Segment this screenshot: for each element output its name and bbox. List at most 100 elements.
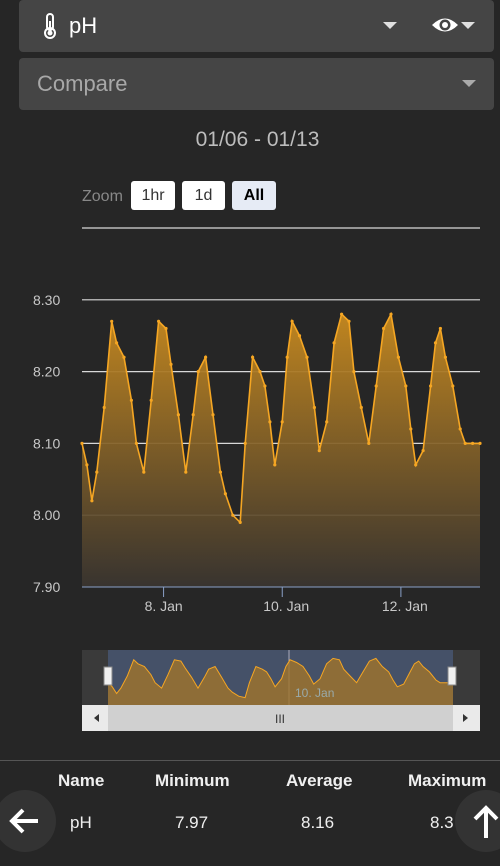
data-point bbox=[115, 341, 119, 345]
data-point bbox=[164, 326, 168, 331]
data-point bbox=[204, 355, 208, 359]
data-point bbox=[359, 405, 363, 410]
stats-header-minimum: Minimum bbox=[155, 771, 230, 790]
data-point bbox=[317, 449, 321, 453]
data-point bbox=[429, 384, 433, 388]
data-point bbox=[409, 427, 413, 431]
data-point bbox=[340, 312, 344, 316]
navigator-scrollbar-thumb[interactable] bbox=[108, 705, 453, 731]
zoom-1hr-button[interactable]: 1hr bbox=[131, 181, 175, 210]
data-point bbox=[85, 463, 89, 467]
date-range: 01/06 - 01/13 bbox=[195, 128, 320, 151]
x-tick-label: 12. Jan bbox=[382, 598, 428, 614]
arrow-up-icon bbox=[473, 805, 499, 838]
data-point bbox=[231, 513, 235, 517]
parameter-select-value: pH bbox=[69, 13, 98, 38]
data-point bbox=[332, 341, 336, 345]
data-point bbox=[396, 355, 400, 359]
stats-name: pH bbox=[70, 813, 92, 832]
y-tick-label: 7.90 bbox=[33, 579, 60, 595]
x-tick-label: 8. Jan bbox=[145, 598, 183, 614]
data-point bbox=[218, 470, 222, 474]
y-tick-label: 8.20 bbox=[33, 364, 60, 380]
navigator-area bbox=[108, 658, 453, 705]
parameter-select[interactable]: pH bbox=[19, 0, 494, 52]
eye-icon[interactable] bbox=[431, 14, 459, 41]
chart-series-line bbox=[81, 311, 480, 525]
y-tick-label: 8.00 bbox=[33, 507, 60, 523]
chevron-down-icon[interactable] bbox=[383, 22, 397, 29]
data-point bbox=[414, 463, 418, 467]
stats-maximum: 8.3 bbox=[430, 813, 454, 832]
data-point bbox=[374, 384, 378, 388]
navigator-right-handle[interactable] bbox=[447, 666, 457, 686]
data-point bbox=[458, 427, 462, 431]
stats-divider bbox=[0, 760, 500, 761]
stats-average: 8.16 bbox=[301, 813, 335, 832]
data-point bbox=[258, 370, 262, 374]
data-point bbox=[389, 312, 393, 316]
data-point bbox=[134, 441, 138, 445]
stats-minimum: 7.97 bbox=[175, 813, 209, 832]
y-tick-label: 8.10 bbox=[33, 435, 60, 451]
data-point bbox=[90, 499, 94, 503]
data-point bbox=[478, 441, 482, 445]
compare-select-placeholder: Compare bbox=[37, 71, 128, 96]
navigator-left-handle[interactable] bbox=[103, 666, 113, 686]
x-tick-label: 10. Jan bbox=[263, 598, 309, 614]
data-point bbox=[305, 355, 309, 359]
y-tick-label: 8.30 bbox=[33, 292, 60, 308]
data-point bbox=[268, 420, 272, 424]
data-point bbox=[184, 470, 188, 474]
stats-header-maximum: Maximum bbox=[408, 771, 487, 790]
data-point bbox=[211, 413, 215, 417]
data-point bbox=[95, 470, 99, 474]
data-point bbox=[142, 470, 146, 474]
visibility-chevron-down-icon[interactable] bbox=[461, 22, 475, 29]
data-point bbox=[122, 355, 126, 359]
data-point bbox=[110, 319, 114, 323]
back-button[interactable] bbox=[0, 790, 56, 852]
data-point bbox=[382, 326, 386, 331]
scrollbar-grip: III bbox=[275, 712, 285, 726]
thermometer-icon bbox=[43, 13, 57, 44]
stats-header-average: Average bbox=[286, 771, 353, 790]
data-point bbox=[251, 355, 255, 359]
data-point bbox=[169, 362, 173, 366]
data-point bbox=[196, 370, 200, 374]
data-point bbox=[347, 319, 351, 323]
scroll-left-icon[interactable] bbox=[94, 714, 99, 722]
zoom-1d-button[interactable]: 1d bbox=[182, 181, 225, 210]
zoom-label: Zoom bbox=[82, 188, 123, 205]
data-point bbox=[238, 520, 242, 525]
data-point bbox=[223, 492, 227, 496]
navigator-date-label: 10. Jan bbox=[295, 686, 334, 700]
data-point bbox=[451, 384, 455, 388]
data-point bbox=[404, 384, 408, 388]
data-point bbox=[80, 441, 84, 445]
data-point bbox=[285, 355, 289, 359]
data-point bbox=[421, 449, 425, 453]
data-point bbox=[438, 326, 442, 331]
data-point bbox=[263, 384, 267, 388]
stats-header-name: Name bbox=[58, 771, 105, 790]
zoom-all-button[interactable]: All bbox=[232, 181, 276, 210]
data-point bbox=[243, 441, 247, 445]
chevron-down-icon[interactable] bbox=[462, 80, 476, 87]
arrow-left-icon bbox=[9, 808, 38, 834]
navigator-line bbox=[107, 657, 453, 699]
data-point bbox=[280, 420, 284, 424]
data-point bbox=[471, 441, 475, 445]
compare-select[interactable]: Compare bbox=[19, 58, 494, 110]
data-point bbox=[273, 463, 277, 467]
data-point bbox=[367, 441, 371, 445]
scroll-up-button[interactable] bbox=[455, 790, 500, 852]
data-point bbox=[312, 405, 316, 410]
data-point bbox=[176, 413, 180, 417]
data-point bbox=[325, 420, 329, 424]
data-point bbox=[433, 341, 438, 345]
chart-navigator[interactable]: 10. Jan III bbox=[0, 645, 500, 735]
data-point bbox=[352, 370, 356, 374]
scroll-right-icon[interactable] bbox=[463, 714, 468, 722]
data-point bbox=[443, 355, 447, 359]
